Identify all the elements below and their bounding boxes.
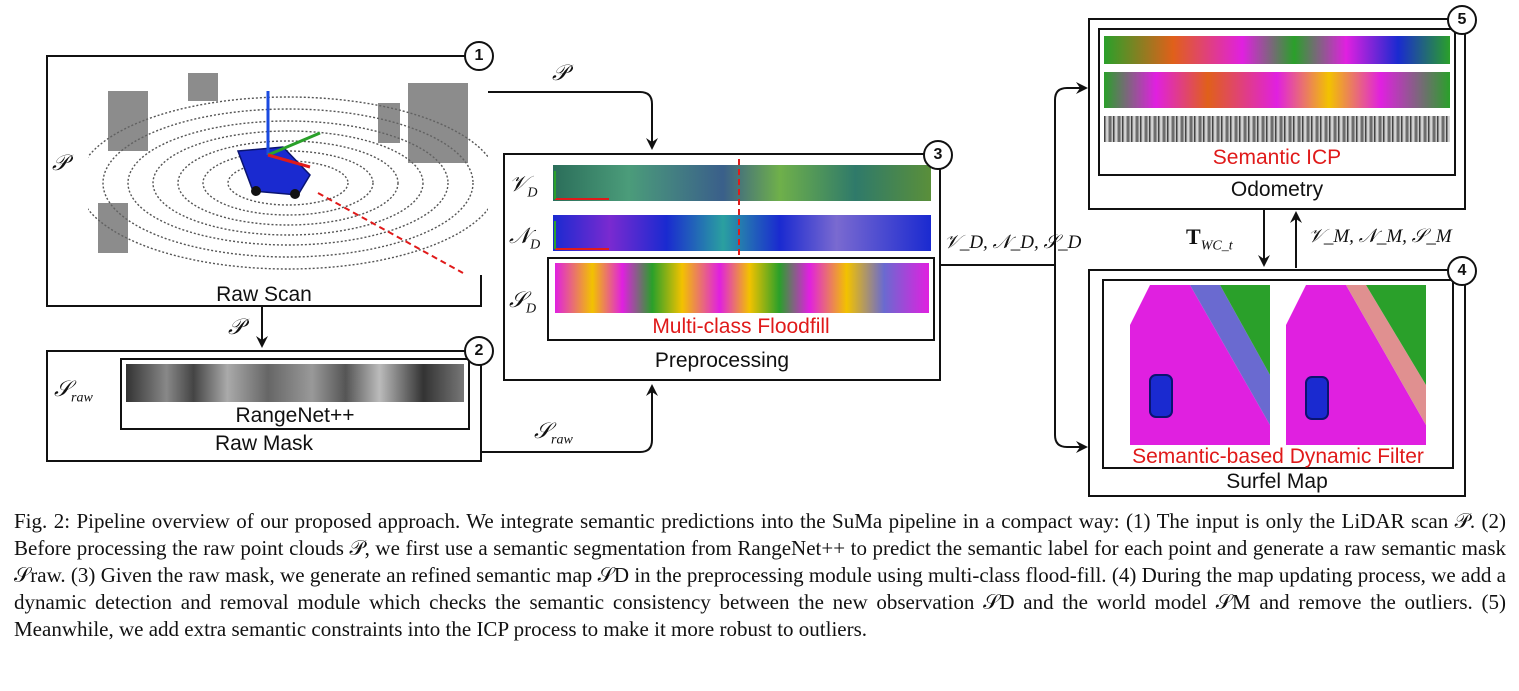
edge-label-vns-m: 𝒱_M, 𝒩_M, 𝒮_M <box>1308 226 1452 247</box>
edge-label-sraw: 𝒮raw <box>534 418 573 448</box>
badge-2: 2 <box>464 336 494 366</box>
floodfill-box: Multi-class Floodfill <box>547 257 935 341</box>
nd-symbol: 𝒩D <box>509 223 541 253</box>
preprocessing-axes <box>554 159 740 255</box>
odometry-box: Semantic ICP Odometry <box>1088 18 1466 210</box>
surfel-map-box: Semantic-based Dynamic Filter Surfel Map <box>1088 269 1466 497</box>
vertex-map-strip <box>553 165 931 201</box>
badge-1: 1 <box>464 41 494 71</box>
raw-mask-symbol: 𝒮raw <box>54 376 93 406</box>
badge-4: 4 <box>1447 256 1477 286</box>
semantic-icp-box: Semantic ICP <box>1098 28 1456 176</box>
raw-mask-strip <box>126 364 464 402</box>
raw-mask-title: Raw Mask <box>214 432 314 455</box>
edge-label-p-top: 𝒫 <box>552 60 568 85</box>
edge-label-vns-d: 𝒱_D, 𝒩_D, 𝒮_D <box>944 232 1082 253</box>
preprocessing-box: 𝒱D 𝒩D 𝒮D Multi-class Floodfill Preproces… <box>503 153 941 381</box>
semantic-icp-label: Semantic ICP <box>1212 146 1342 169</box>
odometry-strip-3 <box>1104 116 1450 142</box>
edge-label-p-down: 𝒫 <box>228 314 244 339</box>
edge-sraw-to-preprocessing <box>480 384 658 453</box>
semantic-map-strip <box>555 263 929 313</box>
badge-5: 5 <box>1447 5 1477 35</box>
odometry-strip-2 <box>1104 72 1450 108</box>
normal-map-strip <box>553 215 931 251</box>
surfel-map-left <box>1130 285 1270 445</box>
odometry-strip-1 <box>1104 36 1450 64</box>
dynamic-filter-box: Semantic-based Dynamic Filter <box>1102 279 1454 469</box>
raw-mask-box: RangeNet++ Raw Mask <box>46 350 482 462</box>
edge-p-to-preprocessing <box>480 91 658 150</box>
dynamic-filter-label: Semantic-based Dynamic Filter <box>1132 445 1424 468</box>
floodfill-label: Multi-class Floodfill <box>652 315 830 338</box>
badge-3: 3 <box>923 140 953 170</box>
preprocessing-title: Preprocessing <box>654 349 790 372</box>
rangenet-box: RangeNet++ <box>120 358 470 430</box>
surfel-map-right <box>1286 285 1426 445</box>
figure-caption: Fig. 2: Pipeline overview of our propose… <box>14 509 1506 641</box>
connector-layer <box>256 82 1302 453</box>
point-cloud-image <box>88 63 488 275</box>
vd-symbol: 𝒱D <box>509 171 538 201</box>
rangenet-label: RangeNet++ <box>235 404 355 427</box>
surfel-map-title: Surfel Map <box>1226 470 1328 493</box>
edge-to-surfel-map <box>1054 265 1088 453</box>
odometry-title: Odometry <box>1230 178 1324 201</box>
raw-scan-title: Raw Scan <box>216 283 312 306</box>
edge-label-twc: TWC_t <box>1186 224 1233 254</box>
edge-to-odometry <box>1054 82 1088 265</box>
raw-scan-box: Raw Scan <box>46 55 488 307</box>
sd-symbol: 𝒮D <box>509 287 537 317</box>
car-model <box>236 146 311 199</box>
raw-scan-input-symbol: 𝒫 <box>52 150 68 175</box>
